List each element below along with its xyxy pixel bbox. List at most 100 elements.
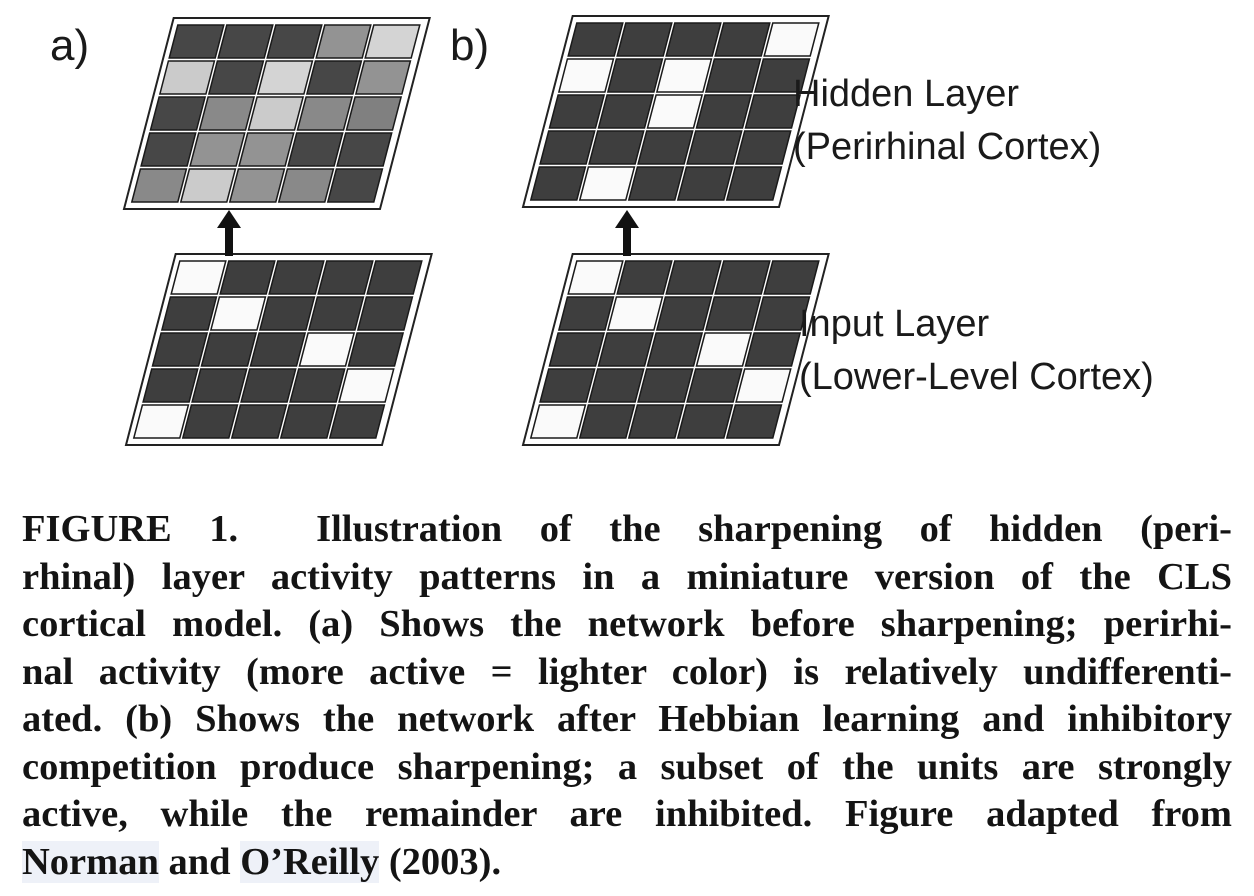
unit-cell (287, 132, 344, 167)
unit-cell (160, 296, 218, 331)
unit-cell (209, 296, 267, 331)
unit-cell (249, 332, 307, 367)
caption-line-4: nal activity (more active = lighter colo… (22, 650, 1232, 693)
unit-cell (142, 368, 199, 403)
unit-cell (557, 58, 615, 93)
unit-cell (686, 368, 743, 403)
unit-cell (704, 58, 762, 93)
unit-cell (695, 94, 753, 129)
unit-cell (328, 404, 386, 439)
unit-cell (627, 166, 685, 201)
panel-label-b: b) (450, 21, 489, 70)
arrow-head (217, 210, 241, 228)
unit-cell (655, 296, 713, 331)
unit-cell (170, 260, 227, 295)
unit-cell (753, 58, 811, 93)
unit-cell (637, 130, 694, 165)
unit-cell (217, 24, 274, 59)
network-diagram: a) b) Hidden Layer (Perirhinal Cortex) I… (50, 15, 1154, 446)
unit-cell (296, 96, 354, 131)
unit-cell (616, 22, 673, 57)
unit-cell (347, 332, 405, 367)
input-layer-subtitle: (Lower-Level Cortex) (799, 356, 1154, 398)
unit-cell (646, 94, 704, 129)
reference-year: (2003). (388, 840, 502, 883)
arrow-a (217, 210, 241, 256)
caption-line-2: rhinal) layer activity patterns in a min… (22, 555, 1232, 598)
unit-cell (158, 60, 216, 95)
unit-cell (151, 332, 209, 367)
input-layer-grid-b (521, 253, 830, 446)
caption-line-6: competition produce sharpening; a subset… (22, 745, 1232, 788)
unit-cell (179, 168, 237, 203)
unit-cell (140, 132, 197, 167)
unit-cell (744, 94, 802, 129)
unit-cell (686, 130, 743, 165)
unit-cell (191, 368, 248, 403)
unit-cell (714, 260, 771, 295)
unit-cell (219, 260, 276, 295)
arrow-b (615, 210, 639, 256)
unit-cell (149, 96, 207, 131)
unit-cell (230, 404, 288, 439)
unit-cell (207, 60, 265, 95)
unit-cell (277, 168, 335, 203)
unit-cell (305, 60, 363, 95)
unit-cell (289, 368, 346, 403)
reference-link-norman[interactable]: Norman (22, 840, 159, 883)
reference-link-oreilly[interactable]: O’Reilly (240, 840, 380, 883)
unit-cell (364, 24, 421, 59)
unit-cell (529, 404, 587, 439)
arrow-head (615, 210, 639, 228)
unit-cell (676, 166, 734, 201)
input-layer-grid-a (124, 253, 433, 446)
hidden-layer-grid-b (521, 15, 830, 208)
unit-cell (714, 22, 771, 57)
unit-cell (578, 404, 636, 439)
unit-cell (238, 132, 295, 167)
input-layer-title: Input Layer (799, 303, 989, 345)
unit-cell (704, 296, 762, 331)
unit-cell (597, 94, 655, 129)
unit-cell (240, 368, 297, 403)
unit-cell (735, 368, 792, 403)
unit-cell (637, 368, 694, 403)
hidden-layer-grid-a (122, 17, 431, 210)
unit-cell (132, 404, 190, 439)
unit-cell (345, 96, 403, 131)
unit-cell (665, 260, 722, 295)
unit-cell (181, 404, 239, 439)
caption-line-8: Norman and O’Reilly (2003). (22, 839, 1232, 887)
unit-cell (539, 130, 596, 165)
unit-cell (606, 296, 664, 331)
unit-cell (279, 404, 337, 439)
unit-cell (266, 24, 323, 59)
unit-cell (725, 404, 783, 439)
unit-cell (548, 94, 606, 129)
unit-cell (588, 368, 645, 403)
unit-cell (695, 332, 753, 367)
caption-text: Illustration of the sharpening of hidden… (316, 508, 1233, 550)
unit-cell (735, 130, 792, 165)
caption-line-1: FIGURE 1. Illustration of the sharpening … (22, 506, 1232, 554)
unit-cell (753, 296, 811, 331)
caption-line-5: ated. (b) Shows the network after Hebbia… (22, 698, 1232, 740)
figure-number: FIGURE 1. (22, 508, 239, 550)
unit-cell (198, 96, 256, 131)
layer-grids (122, 15, 830, 446)
unit-cell (606, 58, 664, 93)
unit-cell (268, 260, 325, 295)
unit-cell (725, 166, 783, 201)
unit-cell (315, 24, 372, 59)
unit-cell (548, 332, 606, 367)
unit-cell (567, 260, 624, 295)
unit-cell (676, 404, 734, 439)
figure-caption: FIGURE 1. Illustration of the sharpening … (22, 506, 1232, 886)
unit-cell (356, 296, 414, 331)
unit-cell (336, 132, 393, 167)
unit-cell (616, 260, 673, 295)
unit-cell (256, 60, 314, 95)
unit-cell (744, 332, 802, 367)
unit-cell (200, 332, 258, 367)
hidden-layer-subtitle: (Perirhinal Cortex) (793, 126, 1101, 168)
